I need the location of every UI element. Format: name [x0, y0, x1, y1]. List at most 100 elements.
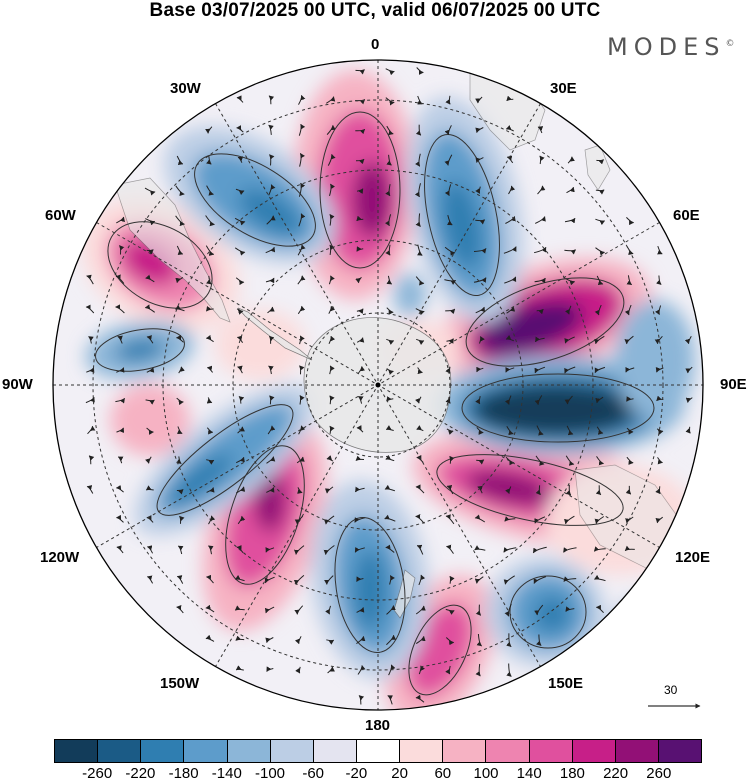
streamline-arrow — [475, 157, 484, 163]
streamline-arrow — [596, 159, 604, 165]
streamline-arrow — [266, 487, 275, 493]
streamline-arrow — [145, 485, 154, 491]
streamline-arrow — [504, 395, 512, 405]
streamline-arrow — [445, 637, 455, 646]
streamline-arrow — [144, 187, 156, 196]
streamline-arrow — [444, 125, 452, 136]
streamline-arrow — [206, 574, 214, 584]
streamline-arrow — [565, 484, 572, 496]
streamline-arrow — [206, 155, 212, 165]
streamline-arrow — [505, 367, 515, 373]
streamline-arrow — [475, 604, 482, 616]
streamline-arrow — [355, 276, 362, 284]
streamline-arrow — [265, 547, 275, 553]
streamline-arrow — [385, 454, 395, 462]
wind-streamlines — [85, 67, 693, 705]
streamline-arrow — [329, 395, 335, 405]
streamline-arrow — [535, 485, 541, 496]
lon-label-180: 180 — [365, 717, 391, 734]
streamline-arrow — [626, 275, 633, 286]
streamline-arrow — [205, 305, 214, 312]
streamline-arrow — [356, 215, 364, 222]
streamline-arrow — [355, 158, 365, 165]
streamline-arrow — [418, 574, 426, 586]
streamline-arrow — [415, 276, 425, 286]
streamline-arrow — [444, 154, 453, 166]
streamline-arrow — [235, 277, 245, 286]
streamline-arrow — [115, 397, 126, 404]
streamline-arrow — [326, 639, 335, 645]
streamline-arrow — [625, 366, 635, 373]
streamline-arrow — [117, 456, 124, 464]
anomaly-field — [53, 60, 703, 710]
streamline-arrow — [684, 336, 692, 345]
streamline-arrow — [295, 666, 301, 674]
lon-label-90w: 90W — [2, 376, 33, 393]
streamline-arrow — [234, 247, 246, 256]
streamline-arrow — [536, 425, 544, 436]
streamline-arrow — [119, 245, 125, 255]
streamline-arrow — [445, 608, 455, 615]
streamline-arrow — [416, 338, 425, 346]
streamline-arrow — [535, 455, 545, 466]
streamline-arrow — [356, 425, 364, 433]
colorbar-swatch — [270, 740, 314, 762]
streamline-arrow — [205, 126, 213, 134]
streamline-arrow — [444, 246, 456, 256]
colorbar-tick-label: -220 — [125, 765, 156, 782]
streamline-arrow — [294, 605, 304, 615]
colorbar-tick-label: -140 — [211, 765, 242, 782]
streamline-arrow — [329, 244, 335, 255]
streamline-arrow — [626, 427, 634, 435]
streamline-arrow — [355, 455, 365, 461]
colorbar-tick-label: 140 — [516, 765, 542, 782]
streamline-arrow — [384, 214, 392, 227]
streamline-arrow — [626, 456, 634, 465]
streamline-arrow — [418, 665, 425, 675]
streamline-arrow — [475, 663, 481, 677]
streamline-arrow — [146, 515, 154, 523]
streamline-arrow — [445, 514, 455, 525]
streamline-arrow — [624, 545, 635, 552]
streamline-arrow — [206, 275, 212, 285]
streamline-arrow — [329, 183, 336, 197]
streamline-arrow — [594, 366, 606, 374]
map-title: Base 03/07/2025 00 UTC, valid 06/07/2025… — [149, 0, 601, 21]
streamline-arrow — [386, 275, 393, 285]
streamline-arrow — [267, 306, 275, 314]
streamline-arrow — [594, 516, 605, 524]
streamline-arrow — [656, 275, 662, 285]
streamline-arrow — [567, 156, 575, 164]
streamline-arrow — [389, 575, 395, 585]
streamline-arrow — [299, 152, 305, 167]
streamline-arrow — [475, 186, 481, 194]
south-pole-marker — [375, 382, 381, 388]
streamline-arrow — [537, 126, 544, 134]
streamline-arrow — [503, 246, 517, 254]
streamline-arrow — [417, 244, 423, 256]
streamline-arrow — [445, 366, 451, 374]
streamline-arrow — [206, 487, 215, 493]
streamline-arrow — [624, 335, 634, 345]
streamline-arrow — [626, 217, 635, 226]
streamline-arrow — [265, 277, 275, 284]
streamline-arrow — [386, 125, 394, 136]
colorbar-swatch — [443, 740, 487, 762]
streamline-arrow — [595, 604, 604, 614]
streamline-arrow — [266, 456, 276, 464]
streamline-arrow — [86, 274, 94, 285]
streamline-arrow — [595, 396, 604, 404]
streamline-arrow — [146, 335, 154, 344]
streamline-arrow — [534, 516, 546, 524]
streamline-arrow — [294, 636, 302, 645]
streamline-arrow — [234, 217, 246, 226]
colorbar-swatch — [55, 740, 99, 762]
streamline-arrow — [384, 484, 396, 492]
streamline-arrow — [593, 546, 606, 552]
streamline-arrow — [146, 427, 154, 435]
streamline-arrow — [536, 634, 542, 646]
streamline-arrow — [444, 279, 457, 285]
streamline-arrow — [385, 244, 391, 256]
streamline-arrow — [685, 426, 691, 434]
streamline-arrow — [237, 156, 244, 163]
